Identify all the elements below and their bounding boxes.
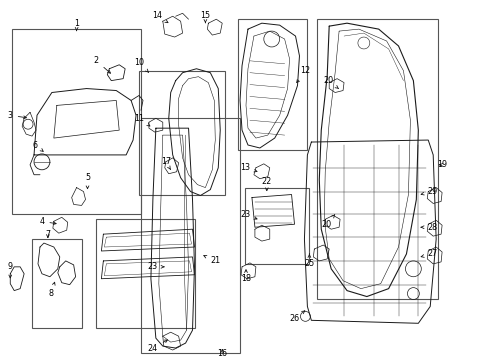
Text: 28: 28 xyxy=(421,223,437,232)
Text: 5: 5 xyxy=(85,173,90,189)
Text: 8: 8 xyxy=(49,282,55,298)
Text: 17: 17 xyxy=(161,157,171,169)
Text: 14: 14 xyxy=(152,11,168,23)
Bar xyxy=(97,219,196,328)
Text: 12: 12 xyxy=(297,66,311,82)
Text: 19: 19 xyxy=(437,160,447,169)
Text: 23: 23 xyxy=(148,262,164,271)
Text: 13: 13 xyxy=(240,163,257,172)
Bar xyxy=(141,118,240,353)
Text: 11: 11 xyxy=(134,114,150,126)
Text: 18: 18 xyxy=(241,270,251,283)
Text: 20: 20 xyxy=(321,215,335,229)
Text: 6: 6 xyxy=(32,140,43,151)
Text: 9: 9 xyxy=(8,262,13,278)
Bar xyxy=(32,239,81,328)
Bar xyxy=(318,19,438,298)
Text: 1: 1 xyxy=(74,19,79,31)
Bar xyxy=(139,71,225,194)
Text: 4: 4 xyxy=(40,217,56,226)
Text: 22: 22 xyxy=(262,177,272,191)
Text: 29: 29 xyxy=(421,187,438,196)
Text: 3: 3 xyxy=(8,111,26,120)
Text: 23: 23 xyxy=(240,210,257,219)
Bar xyxy=(245,188,309,264)
Text: 24: 24 xyxy=(148,340,168,352)
Bar xyxy=(238,19,307,150)
Text: 25: 25 xyxy=(304,254,315,268)
Text: 15: 15 xyxy=(200,11,210,23)
Text: 2: 2 xyxy=(94,56,110,73)
Text: 16: 16 xyxy=(217,348,227,357)
Text: 7: 7 xyxy=(46,230,50,239)
Text: 21: 21 xyxy=(204,256,221,265)
Text: 10: 10 xyxy=(134,58,148,72)
Text: 20: 20 xyxy=(323,76,339,89)
Text: 26: 26 xyxy=(290,311,305,323)
Text: 27: 27 xyxy=(421,249,438,258)
Bar xyxy=(12,29,141,214)
